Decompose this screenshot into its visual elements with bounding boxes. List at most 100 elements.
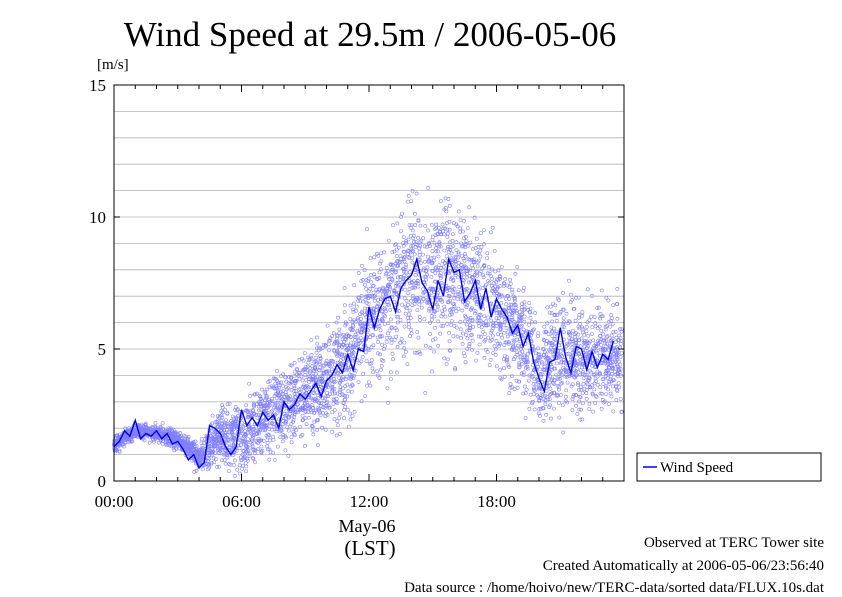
scatter-point	[256, 404, 261, 409]
scatter-point	[476, 334, 481, 339]
scatter-point	[326, 403, 331, 408]
scatter-point	[525, 355, 530, 360]
scatter-point	[400, 211, 404, 216]
scatter-point	[579, 407, 583, 412]
scatter-point	[306, 355, 311, 360]
scatter-point	[277, 429, 282, 434]
scatter-point	[510, 310, 515, 315]
scatter-point	[125, 433, 129, 438]
scatter-point	[388, 262, 393, 267]
scatter-point	[607, 381, 612, 386]
scatter-point	[267, 447, 272, 452]
scatter-point	[433, 325, 437, 330]
scatter-point	[153, 421, 158, 425]
scatter-point	[434, 243, 439, 248]
scatter-point	[407, 223, 412, 228]
scatter-point	[112, 448, 117, 453]
scatter-point	[375, 289, 380, 294]
scatter-point	[499, 326, 503, 331]
scatter-point	[581, 401, 585, 406]
scatter-point	[382, 347, 386, 352]
scatter-point	[581, 376, 586, 381]
scatter-point	[457, 285, 462, 290]
scatter-point	[234, 425, 239, 430]
scatter-point	[565, 380, 570, 385]
scatter-point	[593, 376, 598, 381]
scatter-point	[445, 234, 450, 239]
scatter-point	[377, 376, 382, 380]
scatter-point	[462, 236, 467, 241]
scatter-point	[272, 403, 277, 408]
scatter-point	[329, 367, 334, 372]
scatter-point	[615, 302, 620, 306]
scatter-point	[367, 319, 372, 324]
scatter-point	[243, 433, 248, 438]
scatter-point	[245, 458, 250, 463]
scatter-point	[558, 311, 562, 316]
scatter-point	[437, 240, 442, 245]
scatter-point	[197, 460, 202, 465]
scatter-point	[222, 458, 227, 463]
scatter-point	[406, 251, 410, 256]
scatter-point	[292, 411, 297, 416]
scatter-point	[418, 223, 423, 228]
scatter-point	[447, 348, 452, 353]
scatter-point	[328, 358, 333, 363]
scatter-point	[608, 359, 612, 364]
scatter-point	[586, 333, 591, 338]
scatter-point	[526, 307, 531, 312]
scatter-point	[599, 391, 604, 396]
scatter-point	[619, 351, 624, 356]
scatter-point	[229, 423, 234, 428]
scatter-point	[395, 275, 400, 280]
scatter-point	[610, 384, 615, 389]
scatter-point	[442, 356, 447, 361]
scatter-point	[427, 306, 432, 311]
scatter-point	[289, 375, 293, 380]
scatter-point	[359, 316, 363, 321]
scatter-point	[464, 265, 469, 270]
scatter-point	[335, 370, 340, 375]
wind-speed-line	[113, 256, 615, 470]
scatter-point	[284, 420, 289, 425]
scatter-point	[469, 307, 473, 312]
scatter-point	[589, 360, 594, 365]
scatter-point	[507, 312, 512, 317]
scatter-point	[553, 366, 557, 371]
x-axis-label: (LST)	[344, 536, 395, 560]
scatter-point	[444, 209, 449, 214]
scatter-point	[409, 298, 414, 303]
scatter-point	[610, 322, 615, 327]
scatter-point	[307, 377, 312, 382]
scatter-point	[378, 261, 383, 266]
scatter-point	[235, 408, 239, 413]
scatter-point	[467, 328, 472, 333]
scatter-point	[307, 369, 312, 374]
scatter-point	[524, 360, 528, 365]
scatter-point	[526, 351, 530, 356]
scatter-point	[549, 341, 554, 345]
scatter-point	[198, 449, 203, 454]
scatter-point	[171, 427, 176, 432]
scatter-point	[580, 371, 585, 376]
scatter-point	[544, 360, 549, 365]
scatter-point	[134, 433, 139, 438]
scatter-point	[616, 366, 621, 371]
scatter-point	[321, 371, 326, 376]
scatter-point	[278, 435, 283, 440]
scatter-point	[372, 311, 377, 316]
scatter-point	[584, 391, 589, 396]
scatter-point	[359, 399, 364, 404]
scatter-point	[376, 351, 380, 356]
scatter-point	[269, 384, 274, 389]
scatter-point	[398, 277, 403, 282]
scatter-point	[303, 365, 308, 370]
scatter-point	[513, 331, 518, 336]
scatter-point	[387, 303, 392, 308]
scatter-point	[337, 327, 342, 332]
scatter-point	[593, 324, 598, 329]
scatter-point	[395, 284, 400, 289]
scatter-point	[342, 407, 347, 412]
scatter-point	[335, 391, 340, 396]
scatter-point	[352, 409, 357, 414]
